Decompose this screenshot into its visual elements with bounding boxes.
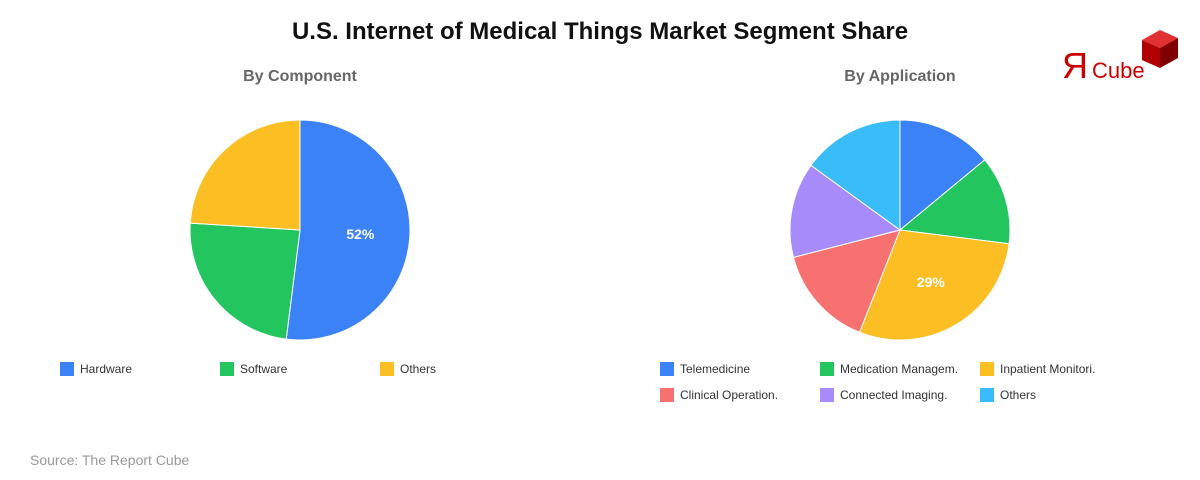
legend-swatch — [380, 362, 394, 376]
legend-swatch — [660, 388, 674, 402]
legend-swatch — [820, 362, 834, 376]
legend-swatch — [980, 362, 994, 376]
legend-swatch — [220, 362, 234, 376]
slice-label: 52% — [346, 226, 375, 242]
legend-item-hardware[interactable]: Hardware — [60, 362, 132, 376]
legend-item-medication[interactable]: Medication Managem. — [820, 362, 958, 376]
legend-swatch — [60, 362, 74, 376]
chart-title: U.S. Internet of Medical Things Market S… — [291, 18, 909, 45]
report-cube-logo: Я Cube — [1062, 30, 1178, 83]
pie-slice[interactable] — [285, 120, 410, 340]
svg-text:Я: Я — [1062, 45, 1088, 83]
legend-item-telemedicine[interactable]: Telemedicine — [660, 362, 750, 376]
legend-item-imaging[interactable]: Connected Imaging. — [820, 388, 947, 402]
svg-text:Cube: Cube — [1092, 58, 1145, 83]
legend-item-others-app[interactable]: Others — [980, 388, 1036, 402]
pie-slice[interactable] — [792, 229, 901, 333]
component-pie-chart: 52% — [190, 120, 410, 340]
legend-swatch — [820, 388, 834, 402]
pie-slice[interactable] — [898, 159, 1010, 245]
pie-slice[interactable] — [858, 229, 1010, 340]
pie-slice[interactable] — [790, 164, 902, 258]
legend-item-software[interactable]: Software — [220, 362, 287, 376]
application-pie-chart: 29% — [790, 120, 1010, 340]
pie-slice[interactable] — [899, 120, 986, 232]
pie-slice[interactable] — [190, 222, 301, 340]
legend-swatch — [980, 388, 994, 402]
right-pie-subtitle: By Application — [844, 68, 956, 85]
pie-slice[interactable] — [190, 120, 301, 231]
slice-label: 29% — [917, 274, 946, 290]
legend-item-others[interactable]: Others — [380, 362, 436, 376]
legend-item-inpatient[interactable]: Inpatient Monitori. — [980, 362, 1095, 376]
legend-swatch — [660, 362, 674, 376]
left-pie-subtitle: By Component — [243, 68, 357, 85]
legend-item-clinical[interactable]: Clinical Operation. — [660, 388, 778, 402]
pie-slice[interactable] — [810, 120, 901, 231]
source-note: Source: The Report Cube — [30, 452, 190, 468]
